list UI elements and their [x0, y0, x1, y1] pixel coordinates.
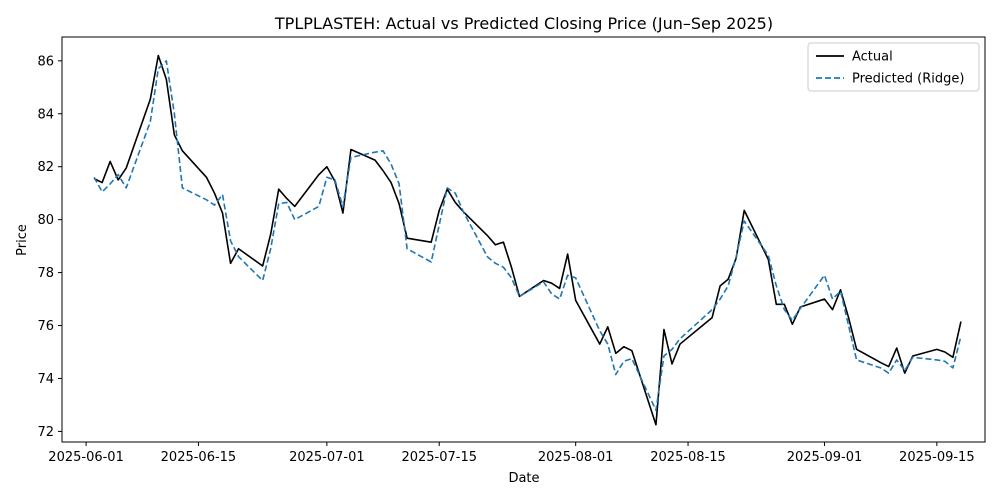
x-tick-label: 2025-09-01 — [787, 450, 863, 465]
x-tick-label: 2025-06-15 — [161, 450, 237, 465]
x-tick-label: 2025-08-15 — [650, 450, 726, 465]
y-tick-label: 86 — [37, 54, 54, 69]
y-tick-label: 82 — [37, 160, 54, 175]
y-tick-label: 78 — [37, 266, 54, 281]
x-axis-label: Date — [508, 471, 539, 486]
y-tick-label: 74 — [37, 372, 54, 387]
y-tick-label: 72 — [37, 425, 54, 440]
x-tick-label: 2025-08-01 — [538, 450, 614, 465]
series-line-actual — [93, 54, 962, 426]
y-tick-label: 80 — [37, 213, 54, 228]
legend-label: Predicted (Ridge) — [852, 72, 964, 87]
y-axis-label: Price — [15, 224, 30, 256]
series-line-predicted — [93, 60, 962, 412]
y-axis: 72 74 76 78 80 82 84 86 — [37, 54, 62, 440]
legend-box — [807, 42, 980, 92]
x-tick-label: 2025-07-01 — [289, 450, 365, 465]
series-layer — [93, 54, 962, 426]
y-tick-label: 76 — [37, 319, 54, 334]
x-tick-label: 2025-09-15 — [899, 450, 975, 465]
x-tick-label: 2025-07-15 — [401, 450, 477, 465]
x-tick-label: 2025-06-01 — [48, 450, 124, 465]
plot-area — [61, 36, 986, 443]
plot-frame — [61, 36, 986, 443]
x-axis: 2025-06-01 2025-06-15 2025-07-01 2025-07-15… — [48, 442, 975, 465]
legend: Actual Predicted (Ridge) — [807, 42, 980, 92]
chart-title: TPLPLASTEH: Actual vs Predicted Closing … — [274, 14, 773, 33]
legend-label: Actual — [852, 50, 893, 65]
y-tick-label: 84 — [37, 107, 54, 122]
